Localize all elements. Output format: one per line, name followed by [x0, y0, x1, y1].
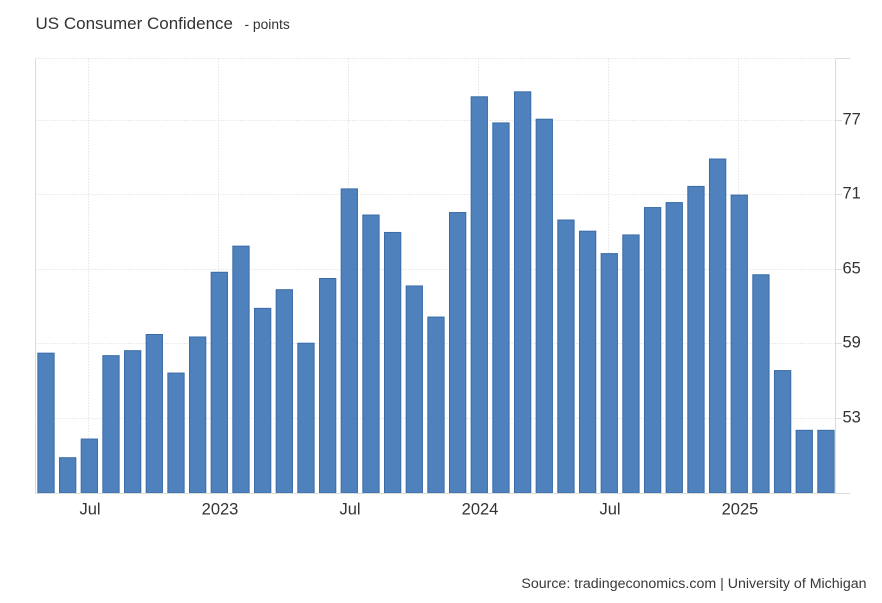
svg-text:Jul: Jul [599, 500, 620, 518]
svg-text:- points: - points [245, 17, 290, 32]
svg-text:59: 59 [843, 334, 861, 352]
svg-text:Jul: Jul [79, 500, 100, 518]
svg-text:2023: 2023 [202, 500, 239, 518]
svg-text:2025: 2025 [722, 500, 759, 518]
svg-text:US Consumer Confidence: US Consumer Confidence [36, 14, 233, 33]
svg-text:53: 53 [843, 409, 861, 427]
svg-text:77: 77 [843, 111, 861, 129]
svg-text:Jul: Jul [339, 500, 360, 518]
svg-text:71: 71 [843, 185, 861, 203]
svg-text:Source: tradingeconomics.com |: Source: tradingeconomics.com | Universit… [521, 576, 866, 592]
svg-text:2024: 2024 [462, 500, 499, 518]
svg-text:65: 65 [843, 260, 861, 278]
